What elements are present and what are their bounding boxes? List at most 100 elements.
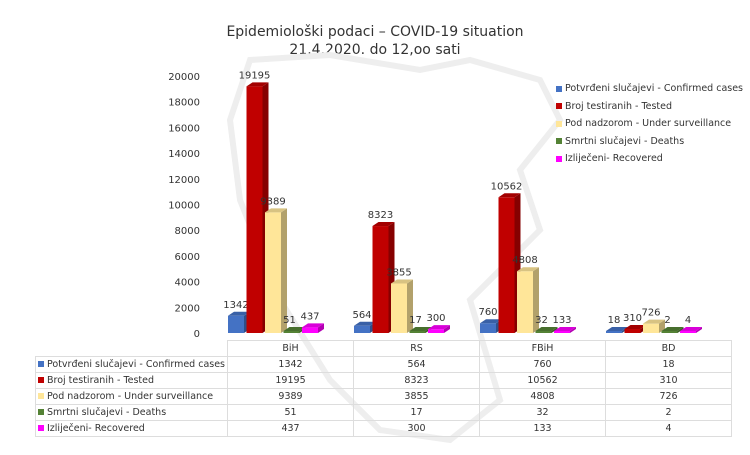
table-cell: 19195 xyxy=(227,372,355,389)
table-row: Potvrđeni slučajevi - Confirmed cases 134… xyxy=(34,356,733,373)
legend-swatch xyxy=(38,361,44,367)
data-label: 2 xyxy=(664,315,670,326)
data-label: 310 xyxy=(623,313,642,324)
category-label: BD xyxy=(605,340,733,357)
table-cell: 133 xyxy=(479,420,607,437)
row-label: Pod nadzorom - Under surveillance xyxy=(47,391,214,402)
bar-BiH-4 xyxy=(302,323,324,333)
chart-title: Epidemiološki podaci – COVID-19 situatio… xyxy=(226,24,524,40)
table-row: Broj testiranih - Tested 19195 8323 10562 31… xyxy=(34,372,733,389)
legend-item: Broj testiranih - Tested xyxy=(556,98,743,116)
table-cell: 17 xyxy=(353,404,481,421)
legend-swatch xyxy=(556,155,562,162)
data-label: 760 xyxy=(478,307,497,318)
bar-RS-4 xyxy=(428,325,450,333)
legend-label: Izliječeni- Recovered xyxy=(565,153,663,165)
table-cell: 4808 xyxy=(479,388,607,405)
data-label: 32 xyxy=(535,315,548,326)
data-label: 51 xyxy=(283,315,296,326)
row-label: Potvrđeni slučajevi - Confirmed cases xyxy=(47,359,226,370)
y-tick-label: 2000 xyxy=(175,303,200,314)
bar-FBiH-4 xyxy=(554,327,576,333)
legend-swatch xyxy=(38,393,44,399)
legend-label: Smrtni slučajevi - Deaths xyxy=(565,135,685,147)
y-tick-label: 8000 xyxy=(175,226,200,237)
y-tick-label: 12000 xyxy=(168,175,200,186)
table-cell: 437 xyxy=(227,420,355,437)
data-label: 1342 xyxy=(223,300,248,311)
bar-FBiH-2 xyxy=(517,267,539,333)
data-label: 17 xyxy=(409,315,422,326)
legend-label: Broj testiranih - Tested xyxy=(565,100,673,112)
table-cell: 18 xyxy=(605,356,733,373)
y-tick-label: 0 xyxy=(194,329,200,340)
table-cell: 2 xyxy=(605,404,733,421)
bar-BD-3 xyxy=(661,327,684,333)
table-row: Pod nadzorom - Under surveillance 9389 385… xyxy=(34,388,733,405)
table-cell: 9389 xyxy=(227,388,355,405)
data-label: 300 xyxy=(426,313,445,324)
y-tick-label: 6000 xyxy=(175,252,200,263)
bar-RS-2 xyxy=(391,279,413,333)
y-tick-label: 20000 xyxy=(168,72,200,83)
table-cell: 4 xyxy=(605,420,733,437)
data-table: BiH RS FBiH BD Potvrđeni slučajevi - Confirm… xyxy=(34,340,733,437)
row-label: Broj testiranih - Tested xyxy=(47,375,155,386)
legend-item: Potvrđeni slučajevi - Confirmed cases xyxy=(556,80,743,98)
data-label: 437 xyxy=(300,311,319,322)
legend-item: Izliječeni- Recovered xyxy=(556,150,743,168)
legend-item: Smrtni slučajevi - Deaths xyxy=(556,133,743,151)
legend-swatch xyxy=(556,120,562,127)
data-label: 19195 xyxy=(239,70,271,81)
table-row: Izliječeni- Recovered 437 300 133 4 xyxy=(34,420,733,437)
legend-swatch xyxy=(556,85,562,92)
data-label: 564 xyxy=(352,310,371,321)
row-label: Izliječeni- Recovered xyxy=(47,423,145,434)
table-cell: 32 xyxy=(479,404,607,421)
table-cell: 300 xyxy=(353,420,481,437)
table-cell: 51 xyxy=(227,404,355,421)
table-row: Smrtni slučajevi - Deaths 51 17 32 2 xyxy=(34,404,733,421)
data-label: 8323 xyxy=(368,210,393,221)
legend-item: Pod nadzorom - Under surveillance xyxy=(556,115,743,133)
y-tick-label: 4000 xyxy=(175,278,200,289)
table-header: BiH RS FBiH BD xyxy=(36,340,733,357)
table-cell: 726 xyxy=(605,388,733,405)
table-cell: 3855 xyxy=(353,388,481,405)
bar-BiH-2 xyxy=(265,208,287,333)
data-label: 9389 xyxy=(260,196,285,207)
y-tick-label: 14000 xyxy=(168,149,200,160)
category-label: FBiH xyxy=(479,340,607,357)
category-label: RS xyxy=(353,340,481,357)
table-cell: 8323 xyxy=(353,372,481,389)
data-label: 10562 xyxy=(491,181,523,192)
category-label: BiH xyxy=(227,340,355,357)
legend-swatch xyxy=(556,138,562,145)
data-label: 133 xyxy=(552,315,571,326)
legend: Potvrđeni slučajevi - Confirmed cases Bro… xyxy=(556,80,743,168)
table-cell: 760 xyxy=(479,356,607,373)
y-tick-label: 18000 xyxy=(168,98,200,109)
data-label: 4808 xyxy=(512,255,537,266)
table-cell: 310 xyxy=(605,372,733,389)
table-cell: 10562 xyxy=(479,372,607,389)
legend-swatch xyxy=(38,377,44,383)
bar-FBiH-1 xyxy=(498,193,521,333)
legend-label: Pod nadzorom - Under surveillance xyxy=(565,118,732,130)
table-cell: 1342 xyxy=(227,356,355,373)
data-label: 726 xyxy=(641,308,660,319)
table-cell: 564 xyxy=(353,356,481,373)
row-label: Smrtni slučajevi - Deaths xyxy=(47,407,167,418)
legend-swatch xyxy=(38,409,44,415)
legend-swatch xyxy=(556,103,562,110)
data-label: 4 xyxy=(685,315,691,326)
legend-label: Potvrđeni slučajevi - Confirmed cases xyxy=(565,83,744,95)
data-label: 3855 xyxy=(386,267,411,278)
data-label: 18 xyxy=(608,315,621,326)
y-tick-label: 16000 xyxy=(168,123,200,134)
y-tick-label: 10000 xyxy=(168,201,200,212)
bar-FBiH-3 xyxy=(535,327,558,333)
legend-swatch xyxy=(38,425,44,431)
